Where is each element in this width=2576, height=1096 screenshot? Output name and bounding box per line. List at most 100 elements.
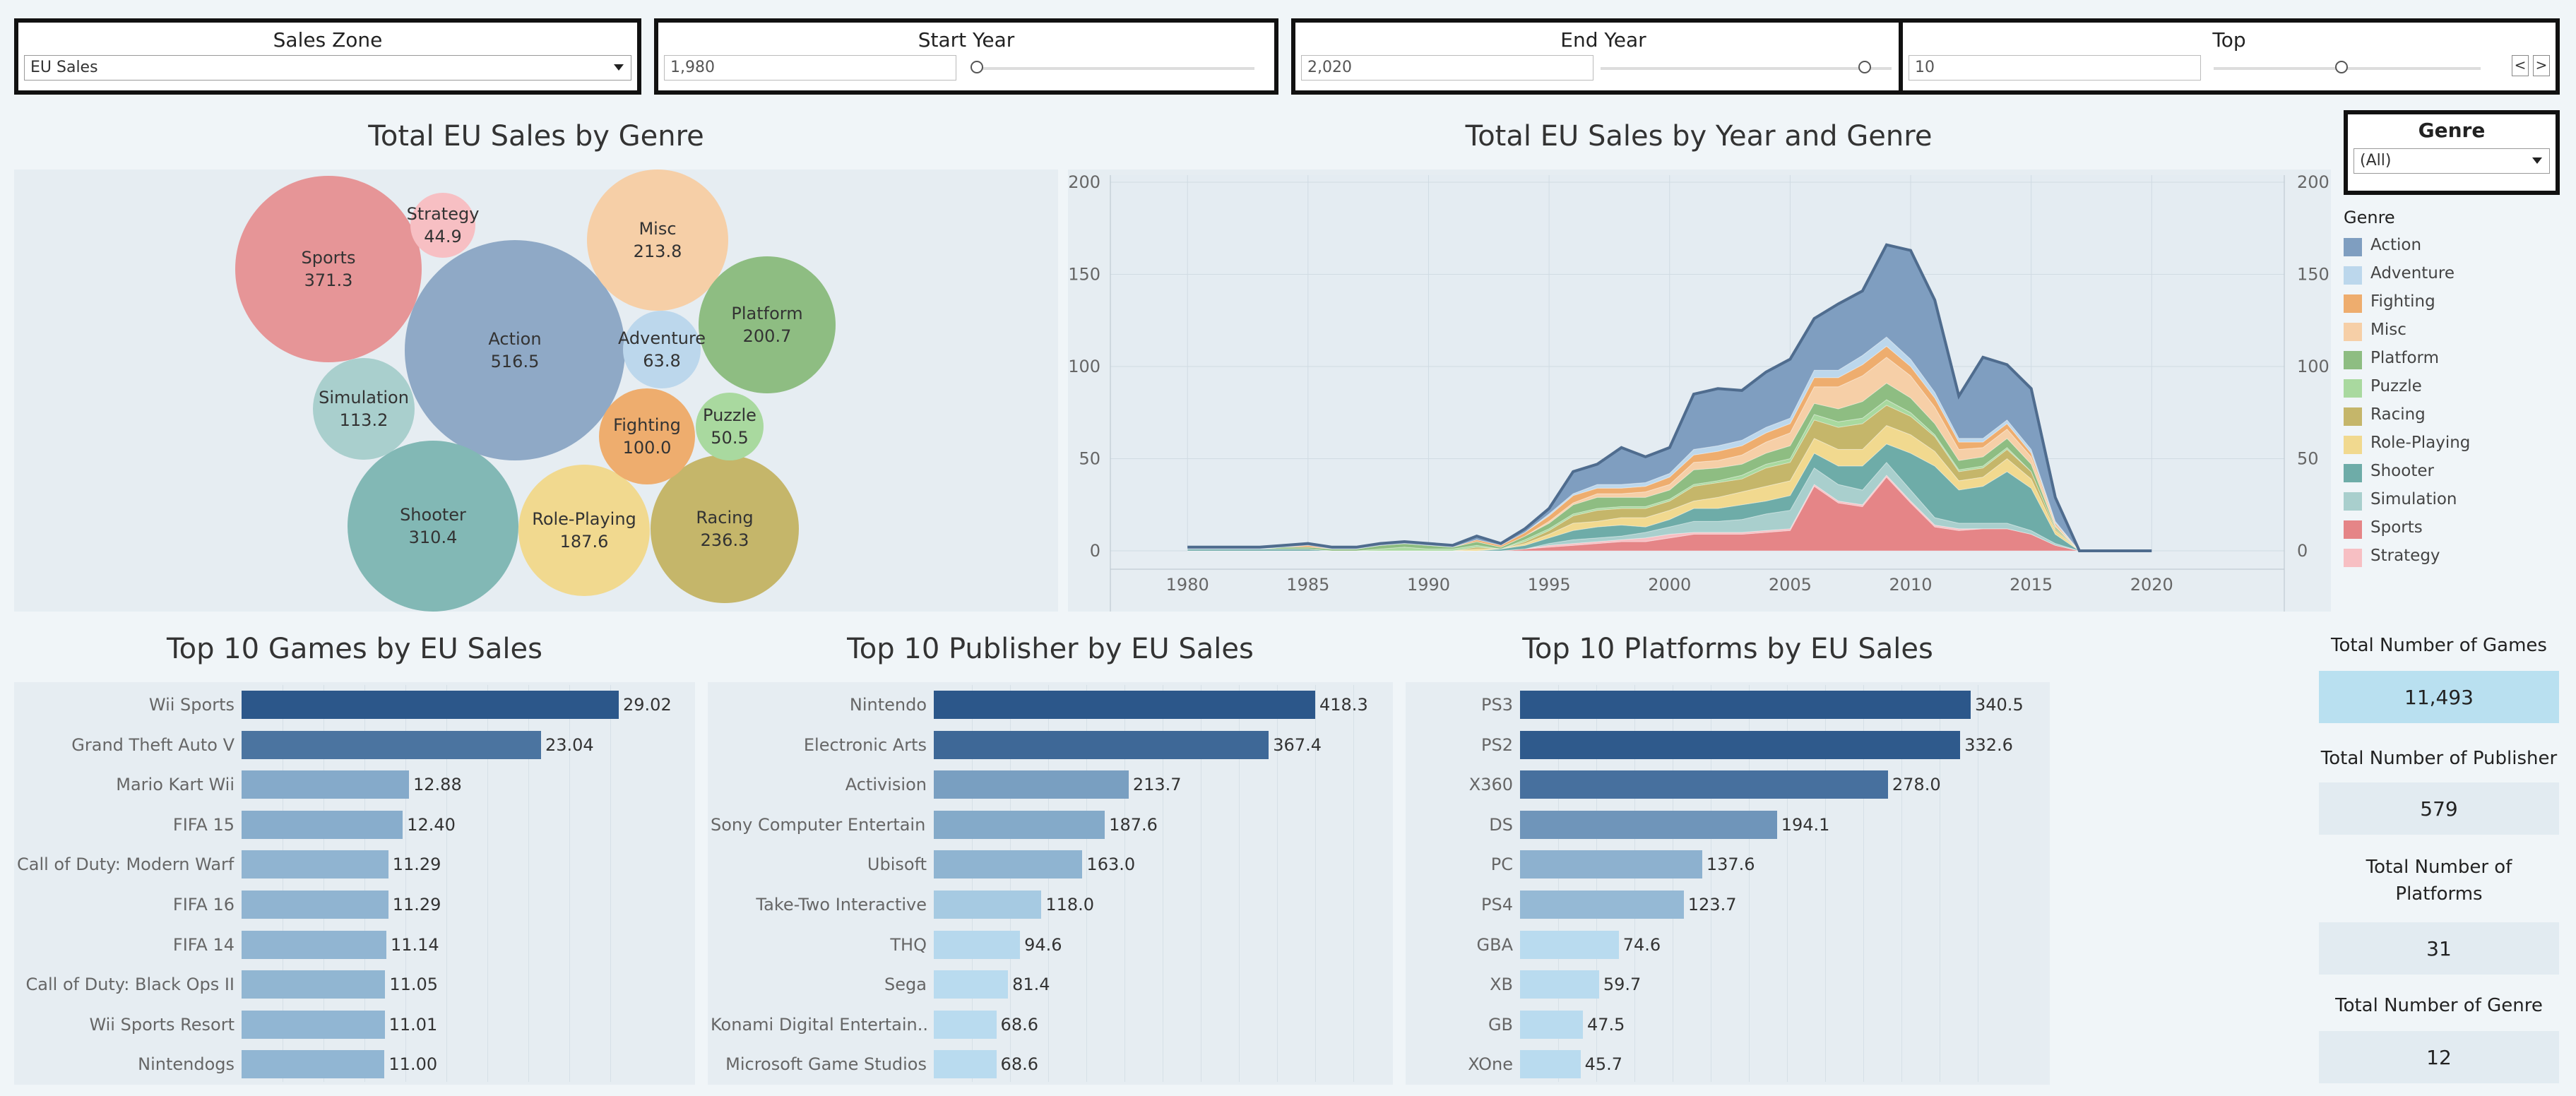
start-year-slider-handle[interactable] — [971, 61, 983, 73]
top-input[interactable]: 10 — [1909, 55, 2201, 81]
top-prev-button[interactable]: < — [2512, 55, 2529, 76]
y-tick-label: 50 — [1079, 449, 1100, 469]
bar[interactable] — [242, 691, 619, 719]
kpi-genre-value: 12 — [2319, 1031, 2559, 1083]
sales-zone-dropdown[interactable]: EU Sales — [24, 55, 631, 81]
genre-dropdown[interactable]: (All) — [2354, 148, 2550, 174]
bar[interactable] — [1520, 770, 1888, 799]
bar[interactable] — [242, 1050, 385, 1079]
grid-line — [1277, 685, 1278, 1082]
grid-line — [528, 685, 529, 1082]
y-tick-label-right: 150 — [2297, 265, 2329, 285]
bar[interactable] — [1520, 1010, 1583, 1039]
bar[interactable] — [242, 930, 386, 959]
bubble-label: Action — [488, 328, 542, 349]
top-next-button[interactable]: > — [2533, 55, 2550, 76]
y-tick-label-right: 50 — [2297, 449, 2319, 469]
bar[interactable] — [934, 770, 1129, 799]
bar[interactable] — [1520, 1050, 1581, 1079]
bubble-misc[interactable]: Misc 213.8 — [587, 169, 728, 311]
legend-label: Role-Playing — [2370, 434, 2471, 452]
grid-line — [1086, 685, 1087, 1082]
bar-label: Activision — [845, 775, 927, 795]
bubble-platform[interactable]: Platform 200.7 — [699, 256, 836, 393]
bar-value: 59.7 — [1603, 975, 1642, 995]
bar-label: PS3 — [1481, 695, 1513, 715]
bar-label: PC — [1490, 854, 1513, 875]
bubble-strategy[interactable]: Strategy 44.9 — [407, 193, 479, 258]
bar-value: 11.29 — [392, 895, 441, 915]
end-year-slider-track[interactable] — [1601, 67, 1892, 70]
bar[interactable] — [1520, 850, 1702, 879]
bar-value: 81.4 — [1012, 975, 1050, 995]
bar[interactable] — [242, 810, 403, 839]
top-slider-handle[interactable] — [2335, 61, 2348, 73]
end-year-input[interactable]: 2,020 — [1301, 55, 1593, 81]
bar[interactable] — [934, 730, 1269, 759]
bar[interactable] — [242, 730, 541, 759]
bubble-simulation[interactable]: Simulation 113.2 — [313, 358, 415, 460]
area-series-simulation — [1187, 461, 2152, 552]
bar[interactable] — [934, 1010, 997, 1039]
grid-line — [1353, 685, 1354, 1082]
grid-line — [487, 685, 488, 1082]
bar[interactable] — [934, 1050, 997, 1079]
bar[interactable] — [242, 970, 386, 999]
bubble-value: 236.3 — [700, 530, 749, 550]
genre-filter: Genre (All) — [2344, 110, 2560, 195]
bubble-racing[interactable]: Racing 236.3 — [651, 455, 799, 603]
bubble-adventure[interactable]: Adventure 63.8 — [618, 311, 706, 388]
bar[interactable] — [1520, 810, 1777, 839]
bar[interactable] — [242, 770, 409, 799]
bar[interactable] — [1520, 890, 1684, 919]
start-year-input[interactable]: 1,980 — [664, 55, 956, 81]
grid-line — [1239, 685, 1240, 1082]
bar[interactable] — [1520, 691, 1971, 719]
bar[interactable] — [934, 930, 1021, 959]
bar[interactable] — [242, 1010, 385, 1039]
grid-line — [1315, 685, 1316, 1082]
end-year-title: End Year — [1560, 28, 1646, 52]
bubble-value: 63.8 — [643, 351, 681, 371]
legend-label: Fighting — [2370, 292, 2435, 311]
bar-value: 418.3 — [1319, 695, 1368, 715]
grid-line — [1787, 685, 1788, 1082]
start-year-slider-track[interactable] — [978, 67, 1254, 70]
area-chart: 0 0 50 50 100 100 150 150 200 200 1980 1985 1990 1995… — [1068, 172, 2329, 612]
end-year-slider-handle[interactable] — [1858, 61, 1871, 73]
bar-label: Mario Kart Wii — [116, 775, 235, 795]
bar[interactable] — [934, 970, 1009, 999]
bubble-action[interactable]: Action 516.5 — [405, 240, 625, 460]
platform-chart-title: Top 10 Platforms by EU Sales — [1522, 633, 1933, 665]
bar-value: 11.01 — [388, 1014, 438, 1035]
bar[interactable] — [242, 850, 388, 879]
bubble-shooter[interactable]: Shooter 310.4 — [348, 441, 518, 612]
bar-label: PS2 — [1481, 734, 1513, 755]
bubble-sports[interactable]: Sports 371.3 — [235, 176, 422, 362]
bar[interactable] — [934, 850, 1083, 879]
bar[interactable] — [934, 890, 1042, 919]
grid-line — [364, 685, 365, 1082]
genre-filter-title: Genre — [2418, 119, 2486, 142]
x-tick-label: 2020 — [2130, 575, 2173, 595]
bubble-value: 213.8 — [633, 242, 682, 261]
bubble-role-playing[interactable]: Role-Playing 187.6 — [518, 465, 650, 596]
bar[interactable] — [1520, 930, 1619, 959]
bar-label: Sony Computer Entertain.. — [711, 814, 927, 835]
x-tick-label: 2010 — [1889, 575, 1932, 595]
bubble-label: Strategy — [406, 203, 480, 224]
bar-value: 194.1 — [1781, 814, 1830, 835]
bar[interactable] — [934, 810, 1105, 839]
bar[interactable] — [1520, 970, 1599, 999]
grid-line — [1634, 685, 1635, 1082]
bubble-puzzle[interactable]: Puzzle 50.5 — [696, 393, 764, 460]
bar-label: Konami Digital Entertain.. — [711, 1014, 927, 1035]
bar-value: 137.6 — [1706, 854, 1755, 875]
grid-line — [1048, 685, 1049, 1082]
bar[interactable] — [934, 691, 1315, 719]
games-chart-title: Top 10 Games by EU Sales — [167, 633, 542, 665]
bar[interactable] — [1520, 730, 1961, 759]
bar[interactable] — [242, 890, 388, 919]
bubble-fighting[interactable]: Fighting 100.0 — [599, 388, 695, 484]
grid-line — [1124, 685, 1125, 1082]
